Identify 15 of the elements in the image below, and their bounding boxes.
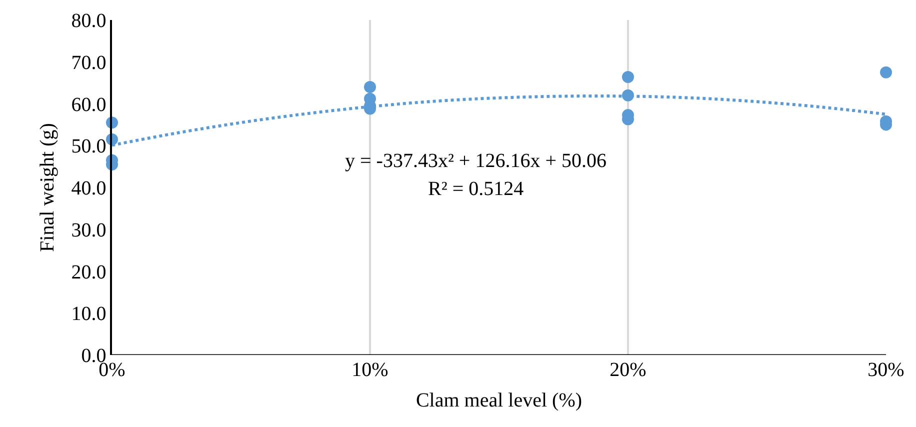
y-tick-label: 80.0 <box>71 10 106 32</box>
x-axis-title: Clam meal level (%) <box>416 390 582 412</box>
y-tick-label: 60.0 <box>71 94 106 116</box>
y-tick-label: 30.0 <box>71 219 106 242</box>
y-tick-label: 10.0 <box>71 303 106 326</box>
y-axis-title: Final weight (g) <box>36 123 58 252</box>
annotation: R² = 0.5124 <box>428 178 524 200</box>
y-tick-label: 70.0 <box>71 52 106 74</box>
y-tick-label: 20.0 <box>71 261 106 284</box>
x-tick-label: 30% <box>868 359 904 381</box>
annotation: y = -337.43x² + 126.16x + 50.06 <box>345 150 606 172</box>
y-tick-label: 50.0 <box>71 136 106 158</box>
x-tick-label: 10% <box>352 359 388 381</box>
y-tick-label: 40.0 <box>71 178 106 200</box>
x-tick-label: 20% <box>610 359 646 381</box>
